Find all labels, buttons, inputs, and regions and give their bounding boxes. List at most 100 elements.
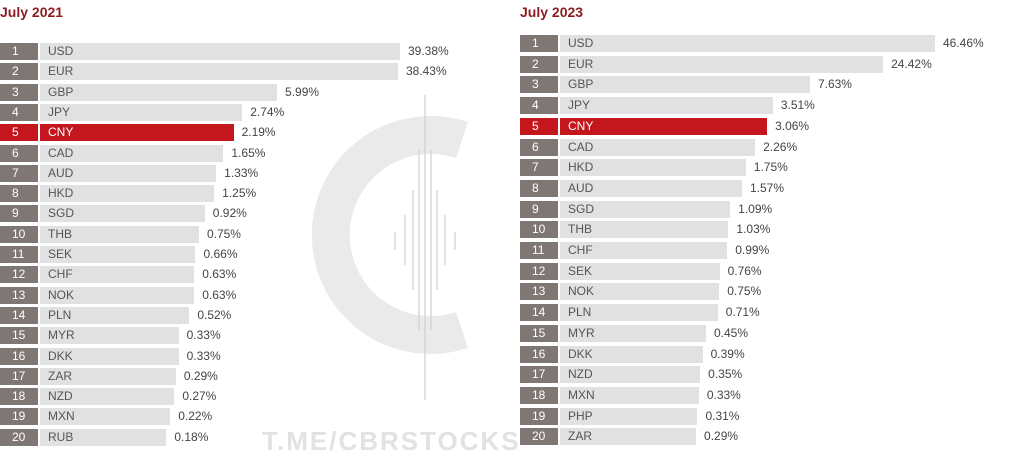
value-label: 1.75% bbox=[753, 160, 788, 175]
rank-label: 15 bbox=[0, 327, 38, 345]
rank-label: 19 bbox=[0, 408, 38, 426]
currency-label: PHP bbox=[568, 408, 593, 423]
rank-label: 16 bbox=[520, 345, 558, 363]
rank-label: 18 bbox=[520, 386, 558, 404]
value-label: 0.29% bbox=[704, 429, 739, 444]
watermark-text: T.ME/CBRSTOCKS bbox=[262, 426, 521, 456]
bar bbox=[560, 179, 742, 197]
rank-label: 1 bbox=[0, 43, 38, 60]
rank-label: 11 bbox=[520, 242, 558, 259]
currency-label: GBP bbox=[568, 77, 594, 92]
value-label: 1.57% bbox=[750, 180, 785, 195]
currency-label: PLN bbox=[48, 307, 72, 322]
rank-label: 14 bbox=[520, 304, 558, 322]
rank-label: 9 bbox=[520, 200, 558, 218]
value-label: 0.71% bbox=[725, 305, 760, 320]
rank-label: 3 bbox=[520, 76, 558, 94]
value-label: 24.42% bbox=[891, 56, 932, 71]
rank-label: 4 bbox=[520, 97, 558, 115]
value-label: 0.75% bbox=[727, 284, 762, 299]
rank-label: 1 bbox=[520, 35, 558, 52]
currency-label: AUD bbox=[48, 165, 74, 180]
bar bbox=[560, 35, 935, 52]
bar bbox=[40, 286, 195, 304]
bar bbox=[560, 221, 729, 239]
value-label: 3.06% bbox=[775, 118, 810, 133]
bar bbox=[40, 408, 171, 426]
bar bbox=[40, 43, 400, 60]
value-label: 46.46% bbox=[943, 36, 984, 50]
currency-label: DKK bbox=[48, 348, 73, 363]
bar-rows: 1 USD 39.38% 2 EUR 38.43% 3 GBP 5.99% 4 JPY 2.74% 5 C… bbox=[0, 0, 500, 456]
currency-label: CAD bbox=[48, 145, 74, 160]
currency-label: MXN bbox=[568, 387, 595, 402]
currency-label: JPY bbox=[48, 104, 71, 119]
bar bbox=[40, 367, 176, 385]
currency-label: DKK bbox=[568, 346, 593, 361]
currency-label: NZD bbox=[568, 367, 593, 382]
value-label: 1.25% bbox=[222, 186, 257, 201]
rank-label: 3 bbox=[0, 83, 38, 101]
currency-label: NZD bbox=[48, 389, 73, 404]
rank-label: 8 bbox=[520, 179, 558, 197]
value-label: 0.76% bbox=[727, 263, 762, 278]
currency-label: PLN bbox=[568, 305, 592, 320]
rank-label: 20 bbox=[0, 428, 38, 446]
currency-label: MXN bbox=[48, 409, 75, 424]
value-label: 39.38% bbox=[408, 44, 449, 58]
value-label: 0.52% bbox=[197, 307, 232, 322]
chart-title: July 2021 bbox=[0, 4, 64, 20]
currency-label: RUB bbox=[48, 429, 74, 444]
value-label: 1.33% bbox=[224, 165, 259, 180]
value-label: 0.45% bbox=[713, 325, 749, 340]
rank-label: 13 bbox=[520, 283, 558, 301]
bar bbox=[40, 327, 179, 345]
currency-label: NOK bbox=[568, 284, 595, 299]
currency-label: EUR bbox=[568, 56, 594, 71]
currency-label: SEK bbox=[48, 247, 73, 261]
currency-label: THB bbox=[48, 226, 72, 241]
rank-label: 16 bbox=[0, 347, 38, 365]
bar bbox=[40, 124, 234, 142]
currency-label: AUD bbox=[568, 180, 594, 195]
value-label: 5.99% bbox=[285, 84, 320, 99]
bar bbox=[560, 159, 746, 177]
rank-label: 9 bbox=[0, 205, 38, 223]
value-label: 0.27% bbox=[182, 389, 217, 404]
value-label: 0.33% bbox=[186, 348, 221, 363]
rank-label: 17 bbox=[0, 367, 38, 385]
value-label: 2.74% bbox=[250, 104, 285, 119]
chart-panel-july-2023: July 2023 1 USD 46.46% 2 EUR 24.42% 3 GBP 7.63% 4… bbox=[520, 0, 1024, 456]
bar bbox=[560, 304, 718, 322]
bar bbox=[560, 76, 810, 94]
currency-label: USD bbox=[568, 36, 594, 50]
rank-label: 10 bbox=[520, 221, 558, 239]
bar bbox=[560, 200, 731, 218]
bar bbox=[40, 164, 217, 182]
value-label: 0.66% bbox=[203, 247, 238, 261]
currency-label: CNY bbox=[568, 118, 594, 133]
chart-title: July 2023 bbox=[520, 4, 584, 20]
rank-label: 15 bbox=[520, 324, 558, 342]
bar bbox=[560, 345, 703, 363]
value-label: 0.33% bbox=[186, 328, 221, 343]
currency-label: MYR bbox=[48, 328, 75, 343]
value-label: 38.43% bbox=[405, 64, 447, 79]
currency-label: THB bbox=[568, 222, 592, 237]
bar bbox=[40, 83, 278, 101]
bar bbox=[560, 283, 720, 301]
bar-rows: 1 USD 46.46% 2 EUR 24.42% 3 GBP 7.63% 4 JPY 3.51% 5 C… bbox=[520, 0, 1024, 456]
bar bbox=[560, 386, 699, 404]
bar bbox=[40, 306, 190, 324]
value-label: 2.26% bbox=[763, 139, 798, 154]
bar bbox=[560, 407, 698, 425]
value-label: 1.65% bbox=[231, 145, 266, 160]
currency-label: SEK bbox=[568, 263, 593, 278]
bar bbox=[40, 144, 224, 162]
bar bbox=[560, 324, 706, 342]
value-label: 0.29% bbox=[183, 368, 218, 383]
rank-label: 7 bbox=[0, 164, 38, 182]
currency-label: JPY bbox=[568, 98, 591, 113]
currency-label: CHF bbox=[568, 243, 593, 257]
value-label: 1.09% bbox=[738, 201, 773, 216]
